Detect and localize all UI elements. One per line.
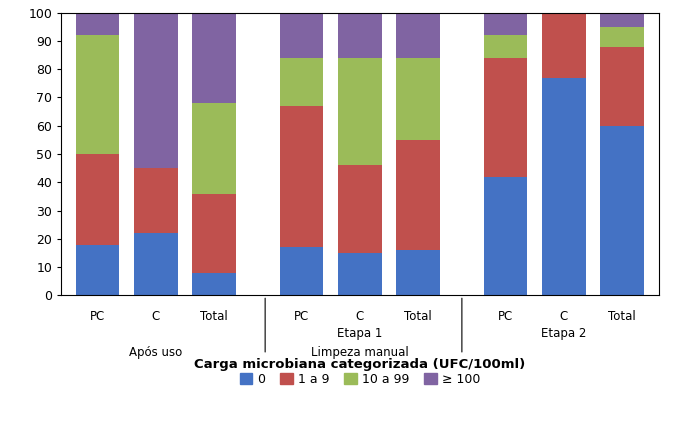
Bar bbox=[75, 244, 120, 295]
Bar bbox=[192, 13, 236, 103]
Text: C: C bbox=[356, 309, 364, 322]
Bar bbox=[600, 126, 644, 295]
Bar bbox=[280, 106, 323, 247]
Bar bbox=[338, 253, 382, 295]
Bar bbox=[483, 13, 528, 35]
Bar bbox=[397, 13, 440, 58]
Bar bbox=[134, 13, 178, 168]
Legend: 0, 1 a 9, 10 a 99, ≥ 100: 0, 1 a 9, 10 a 99, ≥ 100 bbox=[235, 368, 485, 391]
Bar bbox=[192, 194, 236, 273]
Bar bbox=[338, 165, 382, 253]
Bar bbox=[397, 58, 440, 140]
Bar bbox=[280, 247, 323, 295]
Bar bbox=[542, 78, 586, 295]
Bar bbox=[483, 177, 528, 295]
Bar bbox=[134, 168, 178, 233]
Bar bbox=[542, 13, 586, 78]
Text: Total: Total bbox=[608, 309, 636, 322]
Text: Total: Total bbox=[404, 309, 432, 322]
Text: PC: PC bbox=[90, 309, 105, 322]
Text: Carga microbiana categorizada (UFC/100ml): Carga microbiana categorizada (UFC/100ml… bbox=[194, 357, 526, 371]
Text: PC: PC bbox=[294, 309, 309, 322]
Text: Total: Total bbox=[200, 309, 228, 322]
Bar bbox=[600, 13, 644, 27]
Bar bbox=[134, 233, 178, 295]
Bar bbox=[192, 103, 236, 194]
Bar bbox=[75, 154, 120, 244]
Bar bbox=[75, 35, 120, 154]
Bar bbox=[192, 273, 236, 295]
Bar bbox=[338, 13, 382, 58]
Bar bbox=[397, 250, 440, 295]
Bar bbox=[483, 58, 528, 177]
Text: Limpeza manual: Limpeza manual bbox=[311, 346, 409, 359]
Text: Etapa 2: Etapa 2 bbox=[541, 327, 587, 340]
Bar bbox=[280, 58, 323, 106]
Bar bbox=[600, 46, 644, 126]
Text: PC: PC bbox=[498, 309, 513, 322]
Bar bbox=[483, 35, 528, 58]
Text: Após uso: Após uso bbox=[129, 346, 183, 359]
Bar bbox=[397, 140, 440, 250]
Text: C: C bbox=[559, 309, 568, 322]
Text: C: C bbox=[151, 309, 160, 322]
Bar bbox=[280, 13, 323, 58]
Bar bbox=[600, 27, 644, 46]
Bar bbox=[75, 13, 120, 35]
Bar bbox=[338, 58, 382, 165]
Text: Etapa 1: Etapa 1 bbox=[337, 327, 382, 340]
